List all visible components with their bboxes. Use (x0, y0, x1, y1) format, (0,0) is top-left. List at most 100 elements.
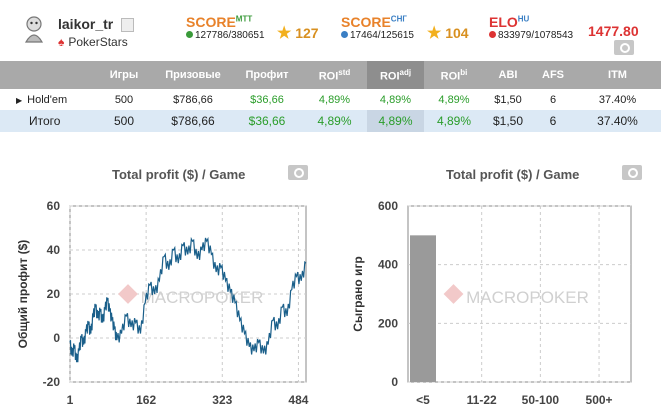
watermark-logo-icon (443, 284, 464, 304)
username[interactable]: laikor_tr (58, 16, 114, 32)
x-tick-label: 50-100 (522, 393, 560, 407)
cell-games: 500 (94, 110, 154, 132)
cell-abi: $1,50 (484, 89, 532, 110)
expand-arrow-icon[interactable]: ▶ (16, 95, 23, 105)
cell-afs: 6 (532, 110, 574, 132)
chart2-title: Total profit ($) / Game (446, 167, 580, 182)
game-cell[interactable]: ▶ Hold'em (0, 89, 94, 110)
score-mtt-stars-value: 127 (295, 25, 319, 41)
games-bar-chart: 600 400 200 0 <5 11-22 50-100 500+ MACROPOKER Сыг… (351, 199, 632, 407)
elo-block: ELOHU 833979/1078543 (489, 14, 573, 41)
cell-games: 500 (94, 89, 154, 110)
cell-abi: $1,50 (484, 110, 532, 132)
score-mtt-stars: ★ 127 (277, 23, 319, 43)
col-header-afs[interactable]: AFS (532, 61, 574, 89)
score-mtt-rank-line: 127786/380651 (186, 30, 265, 41)
camera-icon[interactable] (622, 165, 642, 180)
y-tick-label: 600 (378, 199, 398, 213)
y-tick-label: 400 (378, 258, 398, 272)
flag-icon (121, 18, 134, 32)
col-header-abi[interactable]: ABI (484, 61, 532, 89)
score-mtt-rank: 127786/380651 (195, 30, 265, 41)
elo-sup: HU (517, 14, 530, 24)
camera-icon[interactable] (614, 40, 634, 55)
y-tick-label: 0 (53, 331, 60, 345)
star-icon: ★ (277, 25, 292, 42)
stats-table: Игры Призовые Профит ROIstd ROIadj ROIbi… (0, 61, 661, 132)
cell-roi-adj: 4,89% (367, 110, 424, 132)
score-sng-sup: СНГ (390, 14, 407, 24)
cell-profit: $36,66 (232, 110, 302, 132)
chart1-title: Total profit ($) / Game (112, 167, 246, 182)
col-header-itm[interactable]: ITM (574, 61, 661, 89)
y-tick-label: 200 (378, 316, 398, 330)
medal-icon (186, 31, 193, 38)
star-icon: ★ (427, 25, 442, 42)
elo-rank-line: 833979/1078543 (489, 30, 573, 41)
y-tick-label: -20 (43, 375, 61, 389)
roi-label: ROI (379, 70, 400, 83)
profit-series-line (69, 236, 307, 363)
y-tick-label: 20 (47, 287, 61, 301)
elo-title[interactable]: ELOHU (489, 14, 573, 30)
x-tick-label: 484 (288, 393, 308, 407)
cell-itm: 37.40% (574, 110, 661, 132)
score-mtt-block: SCOREMTT 127786/380651 (186, 14, 265, 41)
y-axis-label: Общий профит ($) (16, 240, 30, 349)
col-header-roi-std[interactable]: ROIstd (302, 61, 367, 89)
elo-value: 1477.80 (588, 23, 639, 39)
roi-sup: bi (460, 67, 468, 77)
col-header-roi-adj[interactable]: ROIadj (367, 61, 424, 89)
cell-profit: $36,66 (232, 89, 302, 110)
bar (410, 235, 436, 382)
medal-icon (341, 31, 348, 38)
watermark: MACROPOKER (141, 288, 264, 307)
table-header-row: Игры Призовые Профит ROIstd ROIadj ROIbi… (0, 61, 661, 89)
x-tick-label: 11-22 (467, 393, 497, 407)
col-header-roi-bi[interactable]: ROIbi (424, 61, 484, 89)
score-mtt-sup: MTT (235, 14, 253, 24)
y-tick-label: 40 (47, 243, 61, 257)
cell-roi-std: 4,89% (302, 89, 367, 110)
medal-icon (489, 31, 496, 38)
score-mtt-title[interactable]: SCOREMTT (186, 14, 265, 30)
cell-afs: 6 (532, 89, 574, 110)
x-tick-label: 1 (67, 393, 74, 407)
x-tick-label: 323 (212, 393, 232, 407)
elo-label: ELO (489, 14, 518, 30)
game-name: Hold'em (27, 93, 68, 106)
score-sng-stars-value: 104 (445, 25, 469, 41)
camera-icon[interactable] (288, 165, 308, 180)
roi-sup: adj (399, 67, 412, 77)
avatar[interactable] (22, 15, 46, 43)
score-sng-label: SCORE (341, 14, 391, 30)
roi-label: ROI (318, 70, 339, 83)
cell-roi-adj: 4,89% (367, 89, 424, 110)
table-row[interactable]: ▶ Hold'em 500 $786,66 $36,66 4,89% 4,89% … (0, 89, 661, 110)
score-sng-title[interactable]: SCOREСНГ (341, 14, 414, 30)
elo-rank: 833979/1078543 (498, 30, 574, 41)
roi-sup: std (338, 67, 351, 77)
room-name: PokerStars (68, 35, 128, 49)
cell-prizes: $786,66 (154, 110, 232, 132)
cell-itm: 37.40% (574, 89, 661, 110)
x-tick-label: 162 (136, 393, 156, 407)
score-sng-block: SCOREСНГ 17464/125615 (341, 14, 414, 41)
col-header-games[interactable]: Игры (94, 61, 154, 89)
pokerstars-icon: ♠ (58, 35, 65, 49)
plot-area (69, 205, 307, 383)
score-sng-rank: 17464/125615 (350, 30, 414, 41)
roi-label: ROI (440, 70, 461, 83)
col-header-profit[interactable]: Профит (232, 61, 302, 89)
col-header-prizes[interactable]: Призовые (154, 61, 232, 89)
profit-line-chart: 60 40 20 0 -20 1 162 323 484 MACROPOKER Общий проф… (16, 199, 309, 407)
total-name: Итого (29, 114, 61, 128)
col-header-game (0, 61, 94, 89)
poker-room: ♠ PokerStars (58, 35, 128, 49)
score-mtt-label: SCORE (186, 14, 236, 30)
y-tick-label: 60 (47, 199, 61, 213)
watermark-logo-icon (118, 284, 138, 304)
cell-roi-std: 4,89% (302, 110, 367, 132)
y-axis-label: Сыграно игр (351, 256, 365, 332)
x-tick-label: <5 (416, 393, 430, 407)
